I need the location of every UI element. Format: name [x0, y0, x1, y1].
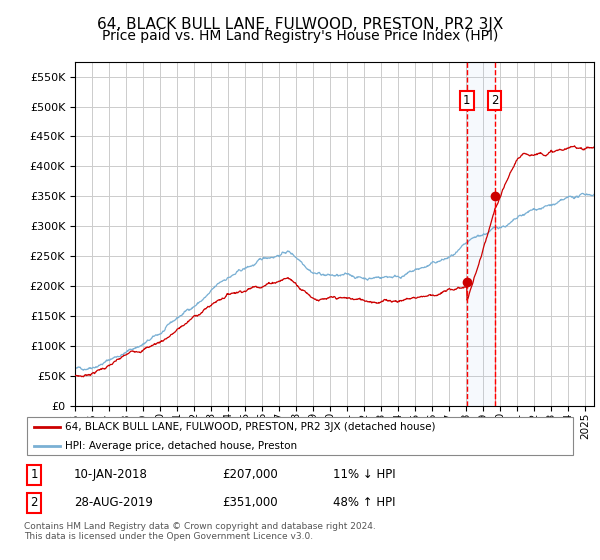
- Text: 48% ↑ HPI: 48% ↑ HPI: [333, 496, 395, 510]
- Text: 28-AUG-2019: 28-AUG-2019: [74, 496, 152, 510]
- Text: 64, BLACK BULL LANE, FULWOOD, PRESTON, PR2 3JX (detached house): 64, BLACK BULL LANE, FULWOOD, PRESTON, P…: [65, 422, 436, 432]
- Text: 10-JAN-2018: 10-JAN-2018: [74, 468, 148, 482]
- Text: 1: 1: [463, 94, 470, 107]
- Text: HPI: Average price, detached house, Preston: HPI: Average price, detached house, Pres…: [65, 441, 298, 450]
- Text: 2: 2: [491, 94, 499, 107]
- Text: 64, BLACK BULL LANE, FULWOOD, PRESTON, PR2 3JX: 64, BLACK BULL LANE, FULWOOD, PRESTON, P…: [97, 17, 503, 32]
- FancyBboxPatch shape: [27, 417, 573, 455]
- Text: Contains HM Land Registry data © Crown copyright and database right 2024.
This d: Contains HM Land Registry data © Crown c…: [24, 522, 376, 542]
- Text: 11% ↓ HPI: 11% ↓ HPI: [333, 468, 396, 482]
- Bar: [467, 62, 494, 406]
- Text: 1: 1: [30, 468, 38, 482]
- Text: £351,000: £351,000: [223, 496, 278, 510]
- Text: £207,000: £207,000: [223, 468, 278, 482]
- Text: 2: 2: [30, 496, 38, 510]
- Text: Price paid vs. HM Land Registry's House Price Index (HPI): Price paid vs. HM Land Registry's House …: [102, 29, 498, 43]
